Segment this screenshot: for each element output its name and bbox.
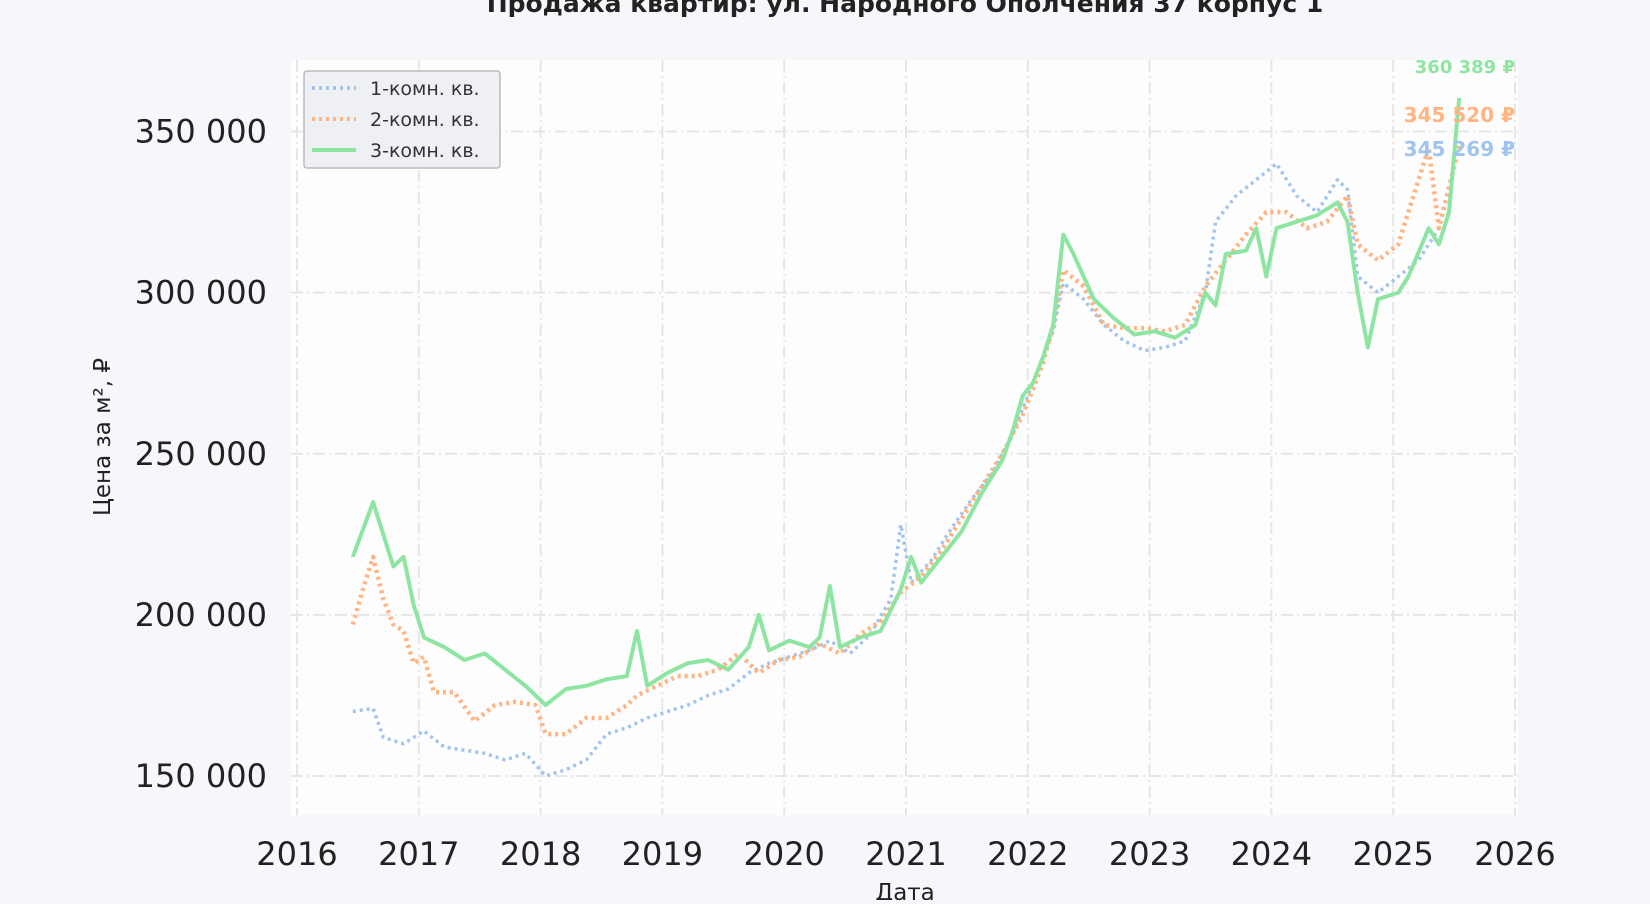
chart-title: Продажа квартир: ул. Народного Ополчения… bbox=[487, 0, 1324, 18]
series-end-label: 345 269 ₽ bbox=[1404, 137, 1515, 161]
x-tick-label: 2022 bbox=[987, 835, 1068, 873]
y-tick-label: 150 000 bbox=[135, 757, 267, 795]
x-tick-label: 2025 bbox=[1352, 835, 1433, 873]
legend: 1-комн. кв. 2-комн. кв. 3-комн. кв. bbox=[303, 70, 501, 169]
plot-area bbox=[291, 60, 1518, 815]
series-line-3 bbox=[350, 97, 1462, 708]
series-end-label: 345 520 ₽ bbox=[1404, 103, 1515, 127]
legend-label: 2-комн. кв. bbox=[370, 109, 480, 131]
series-line-2 bbox=[350, 145, 1462, 737]
x-tick-label: 2026 bbox=[1474, 835, 1555, 873]
legend-label: 3-комн. кв. bbox=[370, 140, 480, 162]
series-end-label: 360 389 ₽ bbox=[1415, 57, 1515, 78]
series-line-1 bbox=[352, 146, 1461, 778]
y-tick-label: 250 000 bbox=[135, 435, 267, 473]
x-tick-label: 2019 bbox=[622, 835, 703, 873]
y-tick-label: 350 000 bbox=[135, 113, 267, 151]
x-tick-label: 2023 bbox=[1109, 835, 1190, 873]
x-tick-label: 2017 bbox=[378, 835, 459, 873]
y-tick-label: 200 000 bbox=[135, 596, 267, 634]
x-axis-label: Дата bbox=[875, 880, 935, 900]
x-tick-label: 2020 bbox=[743, 835, 824, 873]
x-tick-label: 2016 bbox=[256, 835, 337, 873]
x-tick-label: 2021 bbox=[865, 835, 946, 873]
x-tick-label: 2024 bbox=[1231, 835, 1312, 873]
x-tick-label: 2018 bbox=[500, 835, 581, 873]
y-axis-label: Цена за м², ₽ bbox=[90, 358, 116, 516]
legend-label: 1-комн. кв. bbox=[370, 78, 480, 100]
y-tick-label: 300 000 bbox=[135, 274, 267, 312]
